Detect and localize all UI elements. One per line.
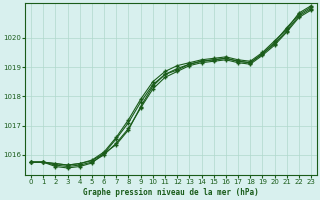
X-axis label: Graphe pression niveau de la mer (hPa): Graphe pression niveau de la mer (hPa) — [83, 188, 259, 197]
